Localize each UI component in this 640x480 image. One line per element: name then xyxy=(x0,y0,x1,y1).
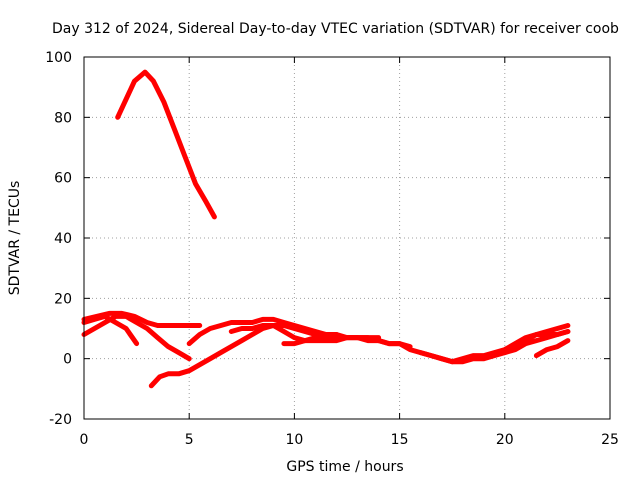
y-tick-label: -20 xyxy=(49,412,72,428)
y-tick-label: 0 xyxy=(63,352,72,368)
series-arc-i xyxy=(502,323,571,356)
x-tick-label: 15 xyxy=(391,432,409,448)
grid-lines xyxy=(84,57,610,419)
y-tick-label: 100 xyxy=(45,50,72,66)
x-tick-label: 0 xyxy=(80,432,89,448)
y-tick-label: 20 xyxy=(54,291,72,307)
series-arc-d xyxy=(148,323,339,389)
series-arc-a xyxy=(81,313,192,362)
y-tick-label: 60 xyxy=(54,171,72,187)
y-tick-label: 40 xyxy=(54,231,72,247)
x-tick-label: 20 xyxy=(496,432,514,448)
x-axis-label: GPS time / hours xyxy=(286,459,403,475)
series-arc-j xyxy=(533,338,571,359)
y-axis-label: SDTVAR / TECUs xyxy=(7,181,23,296)
x-tick-label: 5 xyxy=(185,432,194,448)
series-arc-c xyxy=(81,310,203,328)
plot-frame xyxy=(83,56,611,420)
series-layer xyxy=(81,69,571,389)
y-tick-label: 80 xyxy=(54,110,72,126)
chart-title: Day 312 of 2024, Sidereal Day-to-day VTE… xyxy=(52,21,619,37)
tick-labels: 0 5 10 15 20 25 -20 0 20 40 60 80 100 xyxy=(45,50,619,448)
series-arc-high xyxy=(115,69,217,220)
axis-ticks xyxy=(83,56,611,420)
x-tick-label: 25 xyxy=(601,432,619,448)
x-tick-label: 10 xyxy=(285,432,303,448)
